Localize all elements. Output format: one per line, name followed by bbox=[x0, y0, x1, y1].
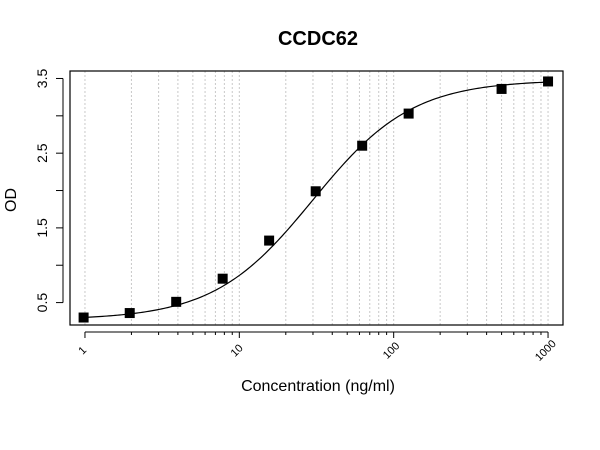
data-point bbox=[357, 140, 368, 151]
x-tick-label: 100 bbox=[381, 340, 402, 361]
x-axis-title: Concentration (ng/ml) bbox=[241, 378, 395, 395]
plot-frame bbox=[69, 70, 564, 326]
y-tick-label: 1.5 bbox=[34, 218, 50, 238]
data-point bbox=[496, 83, 507, 94]
chart-title: CCDC62 bbox=[278, 28, 358, 50]
data-point bbox=[124, 308, 135, 319]
data-point bbox=[78, 312, 89, 323]
data-point bbox=[543, 76, 554, 87]
y-axis-title: OD bbox=[3, 188, 20, 212]
data-point bbox=[310, 186, 321, 197]
data-point bbox=[264, 235, 275, 246]
y-tick-label: 0.5 bbox=[34, 293, 50, 313]
x-tick-label: 1000 bbox=[533, 338, 559, 364]
grid-lines bbox=[84, 71, 549, 325]
fit-curve bbox=[83, 81, 549, 319]
x-axis: 1 10 100 1000 bbox=[76, 331, 559, 364]
y-tick-label: 3.5 bbox=[34, 69, 50, 89]
x-tick-label: 1 bbox=[76, 344, 89, 357]
y-tick-label: 2.5 bbox=[34, 143, 50, 163]
data-point bbox=[403, 108, 414, 119]
x-tick-label: 10 bbox=[229, 342, 246, 359]
data-point bbox=[171, 296, 182, 307]
y-axis: 0.5 1.5 2.5 3.5 bbox=[34, 69, 64, 313]
data-point bbox=[217, 273, 228, 284]
data-points bbox=[78, 76, 554, 323]
